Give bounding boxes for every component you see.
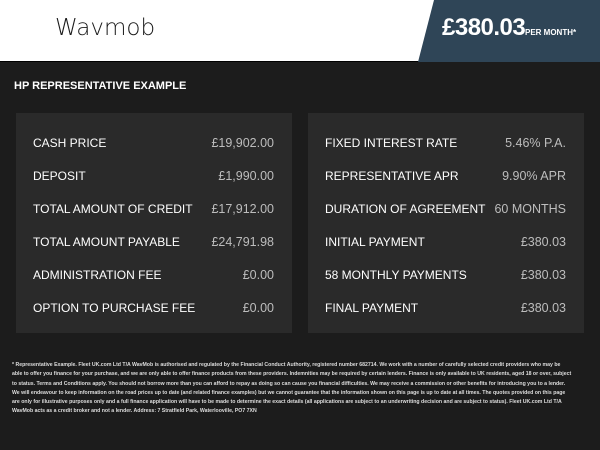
row-label: OPTION TO PURCHASE FEE [33,300,196,315]
finance-row: REPRESENTATIVE APR 9.90% APR [325,159,566,192]
row-value: 9.90% APR [502,168,566,183]
finance-row: OPTION TO PURCHASE FEE £0.00 [33,291,274,324]
row-label: TOTAL AMOUNT PAYABLE [33,234,180,249]
row-label: FINAL PAYMENT [325,300,419,315]
monthly-price-panel: £380.03 PER MONTH* [418,0,600,62]
row-value: £1,990.00 [218,168,274,183]
finance-row: DEPOSIT £1,990.00 [33,159,274,192]
row-value: £380.03 [520,234,566,249]
per-month-label: PER MONTH* [525,28,577,37]
row-label: REPRESENTATIVE APR [325,168,459,183]
row-value: £19,902.00 [211,135,274,150]
row-value: £380.03 [520,300,566,315]
row-label: ADMINISTRATION FEE [33,267,162,282]
disclaimer-text: * Representative Example. Fleet UK.com L… [12,362,572,415]
finance-row: DURATION OF AGREEMENT 60 MONTHS [325,192,566,225]
finance-row: CASH PRICE £19,902.00 [33,126,274,159]
row-value: £0.00 [242,300,274,315]
header: Wavmob £380.03 PER MONTH* [0,0,600,62]
finance-panel-right: FIXED INTEREST RATE 5.46% P.A. REPRESENTA… [308,113,584,333]
row-label: 58 MONTHLY PAYMENTS [325,267,467,282]
row-label: TOTAL AMOUNT OF CREDIT [33,201,193,216]
row-label: INITIAL PAYMENT [325,234,425,249]
finance-row: ADMINISTRATION FEE £0.00 [33,258,274,291]
monthly-price: £380.03 [442,14,526,41]
finance-row: 58 MONTHLY PAYMENTS £380.03 [325,258,566,291]
finance-row: TOTAL AMOUNT OF CREDIT £17,912.00 [33,192,274,225]
finance-row: TOTAL AMOUNT PAYABLE £24,791.98 [33,225,274,258]
row-value: £0.00 [242,267,274,282]
row-value: £24,791.98 [211,234,274,249]
finance-row: FIXED INTEREST RATE 5.46% P.A. [325,126,566,159]
finance-row: FINAL PAYMENT £380.03 [325,291,566,324]
row-label: DEPOSIT [33,168,86,183]
row-value: 5.46% P.A. [505,135,566,150]
row-label: CASH PRICE [33,135,107,150]
row-label: FIXED INTEREST RATE [325,135,458,150]
row-value: 60 MONTHS [494,201,566,216]
row-label: DURATION OF AGREEMENT [325,201,486,216]
row-value: £380.03 [520,267,566,282]
finance-panel-left: CASH PRICE £19,902.00 DEPOSIT £1,990.00 TO… [16,113,292,333]
finance-row: INITIAL PAYMENT £380.03 [325,225,566,258]
row-value: £17,912.00 [211,201,274,216]
logo[interactable]: Wavmob [55,15,156,41]
section-title: HP REPRESENTATIVE EXAMPLE [14,80,187,92]
